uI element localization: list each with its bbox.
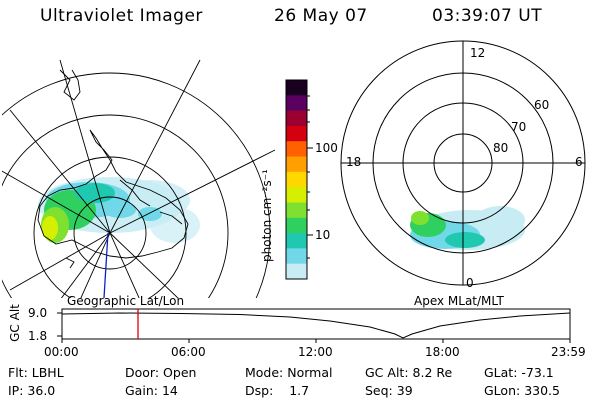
time-tick-1200: 12:00: [298, 345, 333, 359]
colorbar-stripe: [286, 156, 307, 173]
mlat-label-60: 60: [534, 98, 550, 112]
mlt-label-18: 18: [346, 155, 362, 169]
meridian-marker: [103, 232, 109, 298]
info-mode: Mode: Normal: [245, 365, 333, 380]
glon-value: 330.5: [524, 383, 560, 398]
colorbar-stripe: [286, 95, 307, 112]
colorbar-unit-label: photon cm⁻²s⁻¹: [260, 169, 274, 262]
flt-value: LBHL: [31, 365, 64, 380]
gc-alt-plot: [57, 308, 571, 343]
info-door: Door: Open: [125, 365, 197, 380]
left-panel-caption: Geographic Lat/Lon: [67, 294, 185, 308]
ip-value: 36.0: [27, 383, 56, 398]
colorbar-stripe: [286, 80, 307, 96]
door-value: Open: [163, 365, 197, 380]
gc-alt-tick-9: 9.0: [28, 306, 48, 320]
time-label: 03:39:07 UT: [432, 6, 543, 26]
info-flt: Flt: LBHL: [8, 365, 64, 380]
info-glon: GLon: 330.5: [484, 383, 560, 398]
mlt-label-0: 0: [466, 276, 474, 290]
time-tick-2359: 23:59: [551, 345, 586, 359]
time-tick-0600: 06:00: [171, 345, 206, 359]
right-panel-caption: Apex MLat/MLT: [414, 294, 504, 308]
colorbar-stripe: [286, 125, 307, 142]
gc-alt-tick-1-8: 1.8: [28, 329, 48, 343]
seq-value: 39: [396, 383, 413, 398]
colorbar-stripe: [286, 233, 307, 249]
colorbar-label-100: 100: [315, 141, 338, 155]
aurora-emission-right: [410, 206, 525, 250]
mlat-label-80: 80: [493, 141, 509, 155]
info-gain: Gain: 14: [125, 383, 178, 398]
time-tick-1800: 18:00: [425, 345, 460, 359]
geographic-map: [2, 59, 276, 298]
latlon-grid: [2, 59, 276, 298]
date-label: 26 May 07: [274, 6, 368, 26]
info-dsp: Dsp: 1.7: [245, 383, 310, 398]
mlt-label-12: 12: [470, 46, 486, 60]
mode-value: Normal: [287, 365, 333, 380]
colorbar-stripes: [286, 80, 307, 280]
colorbar-stripe: [286, 202, 307, 219]
colorbar-stripe: [286, 248, 307, 265]
colorbar-stripe: [286, 171, 307, 188]
gc-alt-axis-label: GC Alt: [8, 304, 22, 342]
colorbar-stripe: [286, 217, 307, 234]
instrument-title: Ultraviolet Imager: [40, 6, 203, 26]
colorbar-stripe: [286, 110, 307, 127]
info-seq: Seq: 39: [365, 383, 413, 398]
mlt-polar-plot: [340, 40, 586, 286]
gain-value: 14: [161, 383, 178, 398]
time-tick-0000: 00:00: [44, 345, 79, 359]
gc-alt-value: 8.2 Re: [412, 365, 453, 380]
gc-alt-curve: [61, 312, 571, 339]
mlat-label-70: 70: [511, 120, 527, 134]
colorbar-stripe: [286, 263, 307, 280]
colorbar-label-10: 10: [315, 228, 331, 242]
info-glat: GLat: -73.1: [484, 365, 554, 380]
colorbar-stripe: [286, 141, 307, 158]
info-ip: IP: 36.0: [8, 383, 56, 398]
colorbar-stripe: [286, 187, 307, 203]
mlt-label-6: 6: [575, 155, 583, 169]
colorbar: [285, 79, 313, 280]
info-gc-alt: GC Alt: 8.2 Re: [365, 365, 453, 380]
aurora-emission-left: [38, 177, 200, 243]
glat-value: -73.1: [521, 365, 554, 380]
coastline: [37, 69, 189, 269]
dsp-value: 1.7: [289, 383, 310, 398]
